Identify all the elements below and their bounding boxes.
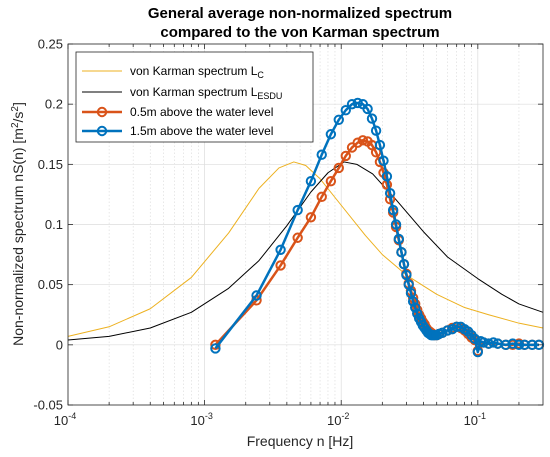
series-15m-point: [384, 188, 396, 199]
series-15m-point: [333, 114, 344, 126]
series-15m-point: [305, 175, 317, 187]
legend-label-karman-lesdu: von Karman spectrum LESDU: [130, 85, 282, 101]
series-15m-point: [370, 125, 382, 136]
legend-label-karman-lesdu-sub: ESDU: [257, 91, 282, 101]
series-15m-point: [346, 98, 358, 110]
x-tick-label-base: 10: [54, 413, 68, 428]
y-tick-label: 0.15: [38, 157, 63, 172]
x-axis-label: Frequency n [Hz]: [247, 433, 354, 449]
x-tick-label: 10-3: [190, 411, 212, 428]
series-karman-lc: [67, 161, 544, 337]
y-axis-label-sup-1: 2: [10, 122, 21, 128]
y-axis-ticks: -0.05 0 0.05 0.1 0.15 0.2 0.25: [33, 37, 543, 413]
legend-marker-15m: [96, 125, 108, 137]
y-tick-label: 0.1: [45, 217, 63, 232]
series-15m-point: [472, 346, 484, 358]
y-axis-label-mid: /s: [10, 112, 26, 123]
series-15m-point: [396, 246, 407, 258]
series-05m-point: [305, 212, 317, 223]
series-05m-point: [292, 232, 303, 243]
series-15m-point: [478, 337, 489, 348]
x-tick-label-base: 10: [464, 413, 478, 428]
legend-label-karman-lesdu-main: von Karman spectrum L: [130, 85, 258, 99]
series-05m-point: [333, 162, 344, 174]
y-axis-label: Non-normalized spectrum nS(n) [m2/s2]: [10, 102, 26, 346]
series-05m-point: [340, 150, 351, 162]
series-15m-point: [401, 269, 412, 281]
series-15m: [210, 97, 545, 358]
series-15m-point: [507, 338, 518, 349]
series-15m-point: [398, 259, 410, 270]
x-tick-label: 10-2: [327, 411, 349, 428]
x-tick-label-base: 10: [327, 413, 341, 428]
series-karman-lc-line: [67, 161, 544, 337]
chart-title-line-2: compared to the von Karman spectrum: [160, 24, 439, 41]
y-tick-label: 0.25: [38, 37, 63, 52]
y-tick-label: 0: [56, 337, 63, 352]
series-15m-point: [469, 333, 480, 345]
series-05m-point: [352, 137, 363, 148]
series-15m-point: [526, 339, 538, 351]
series-15m-point: [500, 339, 511, 351]
series-15m-point: [390, 219, 402, 230]
x-tick-label-exponent: -1: [478, 411, 486, 421]
legend-label-karman-lc: von Karman spectrum LC: [130, 64, 264, 80]
series-layer: [67, 97, 545, 358]
series-15m-point: [374, 139, 386, 151]
chart-title-line-1: General average non-normalized spectrum: [148, 5, 452, 22]
series-05m-point: [275, 260, 286, 271]
series-15m-point: [407, 296, 419, 307]
series-15m-point: [378, 155, 389, 166]
legend-label-karman-lc-sub: C: [257, 70, 264, 80]
series-05m-point: [357, 135, 369, 146]
series-15m-point: [325, 129, 337, 140]
series-05m-point: [325, 175, 337, 187]
legend-box: [75, 51, 314, 143]
y-tick-label: 0.2: [45, 97, 63, 112]
legend-marker-05m: [96, 106, 108, 118]
series-15m-point: [340, 104, 351, 116]
series-karman-lesdu-line: [67, 161, 544, 341]
series-15m-point: [292, 204, 303, 216]
x-tick-label-exponent: -4: [68, 411, 76, 421]
series-05m-point: [316, 191, 327, 203]
x-tick-label-base: 10: [190, 413, 204, 428]
x-tick-label-exponent: -2: [341, 411, 349, 421]
series-15m-point: [437, 327, 448, 338]
series-15m-point: [513, 339, 525, 351]
series-15m-point: [412, 308, 423, 319]
series-15m-point: [387, 204, 399, 216]
series-15m-point: [442, 325, 453, 336]
legend-label-15m: 1.5m above the water level: [130, 124, 273, 138]
series-15m-point: [393, 233, 405, 245]
series-15m-point: [275, 244, 286, 255]
series-karman-lesdu: [67, 161, 544, 341]
series-15m-point: [251, 290, 262, 301]
series-15m-point: [366, 113, 378, 124]
x-tick-label: 10-1: [464, 411, 486, 428]
series-15m-point: [352, 97, 363, 109]
series-15m-point: [410, 302, 421, 313]
x-tick-label-exponent: -3: [205, 411, 213, 421]
series-15m-point: [362, 103, 373, 115]
legend-label-05m: 0.5m above the water level: [130, 105, 273, 119]
series-15m-point: [488, 337, 499, 348]
x-axis-ticks: 10-4 10-3 10-2 10-1: [54, 44, 520, 428]
y-tick-label: 0.05: [38, 277, 63, 292]
y-axis-label-sup-2: 2: [10, 106, 21, 112]
y-axis-label-main: Non-normalized spectrum nS(n) [m: [10, 128, 26, 346]
legend: von Karman spectrum LC von Karman spectr…: [75, 51, 314, 143]
legend-label-karman-lc-main: von Karman spectrum L: [130, 64, 258, 78]
x-tick-label: 10-4: [54, 411, 76, 428]
series-15m-point: [316, 149, 327, 160]
y-axis-label-end: ]: [10, 102, 26, 106]
series-15m-point: [381, 171, 393, 182]
series-15m-point: [210, 343, 221, 354]
y-tick-label: -0.05: [33, 398, 63, 413]
